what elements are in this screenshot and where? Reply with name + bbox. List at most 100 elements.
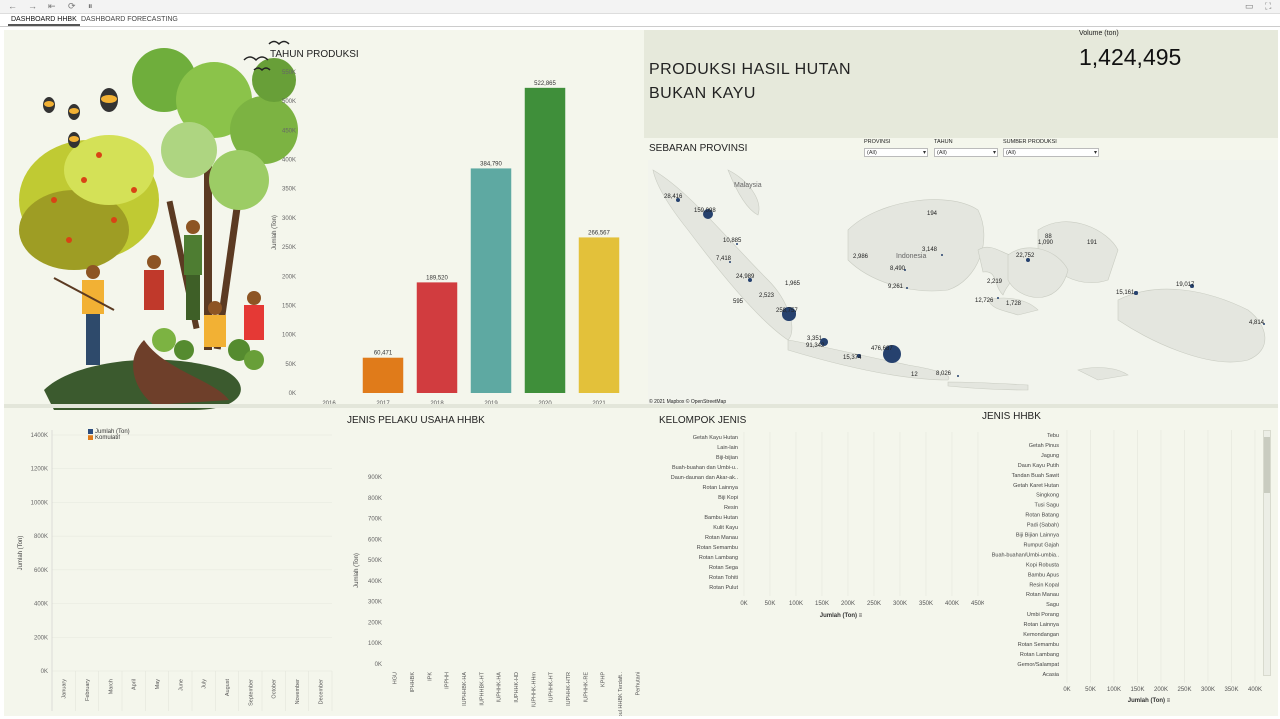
- jenis-category: Tandan Buah Sawit: [1012, 473, 1060, 479]
- refresh-icon[interactable]: ⟳: [68, 1, 76, 11]
- revert-icon[interactable]: ⇤: [48, 1, 56, 11]
- map-point-marker[interactable]: [996, 296, 1000, 300]
- pelaku-xtick: HGU: [393, 672, 399, 684]
- year-bar-2018[interactable]: [416, 282, 458, 393]
- map-point-label: 2,219: [987, 279, 1003, 285]
- month-ytick: 1000K: [31, 500, 48, 506]
- redo-icon[interactable]: →: [28, 1, 37, 11]
- jenis-category: Jagung: [1041, 453, 1059, 459]
- pelaku-ytick: 600K: [368, 537, 382, 543]
- map-point-marker[interactable]: [702, 208, 714, 220]
- kelompok-category: Rotan Semambu: [697, 545, 738, 551]
- map-point-label: 2,523: [759, 293, 775, 299]
- year-bar-2017[interactable]: [362, 357, 404, 393]
- jenis-category: Getah Pinus: [1029, 443, 1060, 449]
- pelaku-ytick: 500K: [368, 558, 382, 564]
- comment-icon[interactable]: ▭: [1245, 1, 1254, 11]
- pelaku-xtick: IUPHHK-HHm: [531, 672, 537, 708]
- map-point-label: 194: [927, 211, 938, 217]
- kelompok-jenis-title: KELOMPOK JENIS: [659, 415, 747, 426]
- map-point-marker[interactable]: [903, 268, 907, 272]
- filter-sumber-label: SUMBER PRODUKSI: [1003, 139, 1057, 145]
- map-point-label: 19,017: [1176, 282, 1195, 288]
- map-point-marker[interactable]: [820, 338, 828, 346]
- map-point-label: 91,342: [806, 343, 825, 349]
- filter-provinsi-select[interactable]: (All): [864, 148, 928, 157]
- map-point-label: 2,986: [853, 254, 869, 260]
- year-bar-2020[interactable]: [524, 87, 566, 393]
- year-value-label: 189,520: [426, 275, 448, 281]
- geo-label-indonesia: Indonesia: [896, 253, 927, 260]
- pelaku-usaha-chart: 0K 100K 200K 300K 400K 500K 600K 700K 800K 900K Ju…: [354, 475, 641, 716]
- fullscreen-icon[interactable]: ⛶: [1265, 1, 1272, 11]
- jenis-hhbk-scrollbar[interactable]: [1263, 430, 1271, 676]
- sheet-tabs: DASHBOARD HHBK DASHBOARD FORECASTING: [0, 14, 1280, 27]
- kelompok-xtick: 300K: [893, 601, 907, 607]
- kelompok-category: Biji-bijian: [716, 455, 738, 461]
- sebaran-provinsi-title: SEBARAN PROVINSI: [649, 143, 748, 154]
- map-point-marker[interactable]: [782, 307, 796, 321]
- kelompok-category: Rotan Pulut: [709, 585, 738, 591]
- jenis-category: Rotan Lainnya: [1024, 622, 1060, 628]
- map-point-marker[interactable]: [1134, 291, 1138, 295]
- legend-jumlah-label: Jumlah (Ton): [95, 429, 130, 436]
- legend-komulatif[interactable]: Komulatif: [88, 435, 130, 441]
- month-xtick: November: [295, 679, 301, 705]
- month-xtick: January: [62, 679, 68, 699]
- month-ylabel: Jumlah (Ton): [18, 536, 24, 571]
- jenis-hhbk-scroll-thumb[interactable]: [1264, 437, 1270, 493]
- map-point-marker[interactable]: [1026, 258, 1030, 262]
- year-ytick: 100K: [282, 333, 296, 339]
- tab-dashboard-forecasting[interactable]: DASHBOARD FORECASTING: [81, 16, 178, 23]
- jenis-category: Sagu: [1046, 602, 1059, 608]
- jenis-category: Rotan Semambu: [1018, 642, 1059, 648]
- year-ytick: 0K: [289, 391, 296, 397]
- map-point-marker[interactable]: [940, 253, 944, 257]
- filter-tahun-select[interactable]: (All): [934, 148, 998, 157]
- forest-illustration: [19, 40, 298, 410]
- kelompok-category: Bambu Hutan: [704, 515, 738, 521]
- map-point-marker[interactable]: [747, 277, 753, 283]
- jenis-category: Rotan Batang: [1025, 513, 1059, 519]
- year-ytick: 200K: [282, 274, 296, 280]
- jenis-category: Umbi Porang: [1027, 612, 1059, 618]
- pelaku-xtick: IPK: [427, 672, 433, 681]
- map-point-marker[interactable]: [905, 286, 909, 290]
- map-point-marker[interactable]: [956, 374, 960, 378]
- month-xtick: October: [272, 679, 278, 699]
- year-bar-2021[interactable]: [578, 237, 620, 393]
- map-point-label: 159,098: [694, 208, 716, 214]
- legend-jumlah[interactable]: Jumlah (Ton): [88, 429, 130, 435]
- kelompok-category: Resin: [724, 505, 738, 511]
- map-point-marker[interactable]: [728, 260, 732, 264]
- pelaku-ytick: 100K: [368, 641, 382, 647]
- month-xtick: April: [132, 679, 138, 690]
- undo-icon[interactable]: ←: [8, 1, 17, 11]
- pelaku-xtick: IUPHHK-RE: [583, 672, 589, 703]
- map-point-label: 595: [733, 299, 744, 305]
- pause-icon[interactable]: ⏸: [88, 1, 93, 11]
- tab-dashboard-hhbk[interactable]: DASHBOARD HHBK: [8, 15, 80, 26]
- month-ytick: 0K: [41, 669, 48, 675]
- jenis-xtick: 400K: [1248, 687, 1262, 693]
- map-point-marker[interactable]: [1190, 284, 1194, 288]
- map-point-marker[interactable]: [1262, 322, 1266, 326]
- year-bar-2019[interactable]: [470, 168, 512, 393]
- map-point-marker[interactable]: [675, 197, 681, 203]
- filter-sumber-select[interactable]: (All): [1003, 148, 1099, 157]
- pelaku-ytick: 400K: [368, 579, 382, 585]
- map-point-marker[interactable]: [735, 242, 739, 246]
- month-ytick: 800K: [34, 534, 48, 540]
- map-attribution[interactable]: © 2021 Mapbox © OpenStreetMap: [649, 399, 727, 405]
- kelompok-category: Rotan Sega: [709, 565, 739, 571]
- map-point-label: 12,726: [975, 298, 994, 304]
- pelaku-ylabel: Jumlah (Ton): [354, 553, 360, 588]
- month-ytick: 400K: [34, 602, 48, 608]
- province-map[interactable]: Malaysia Indonesia 28,416 159,098 10,885 7,…: [648, 160, 1278, 408]
- map-point-label: 88: [1045, 234, 1052, 240]
- map-point-marker[interactable]: [883, 345, 901, 363]
- map-point-marker[interactable]: [857, 354, 861, 358]
- geo-label-malaysia: Malaysia: [734, 182, 762, 189]
- row-divider: [4, 404, 1278, 408]
- pelaku-xtick: IUPHHBK-HT: [479, 671, 485, 705]
